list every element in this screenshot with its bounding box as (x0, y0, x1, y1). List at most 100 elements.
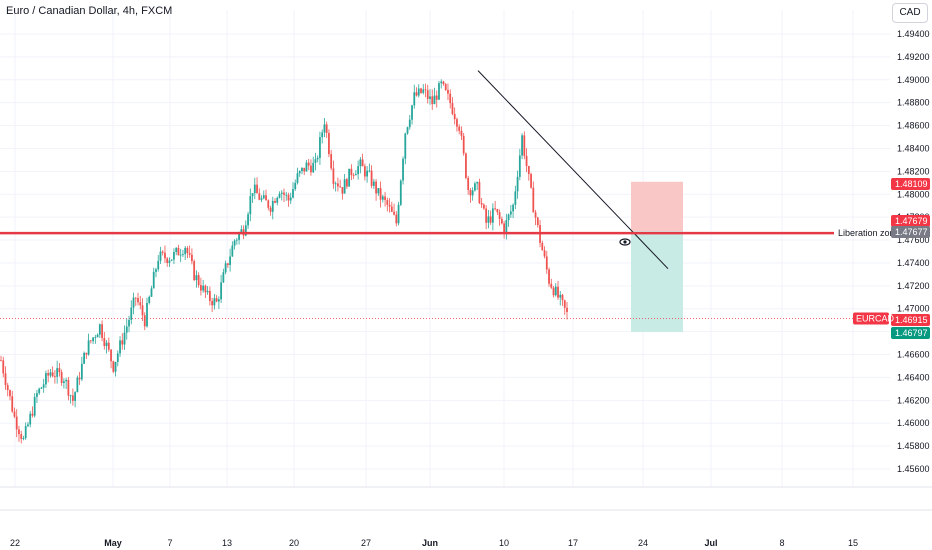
candle-body (325, 124, 328, 133)
candle (215, 295, 218, 303)
candle (323, 118, 326, 138)
candle-body (298, 171, 301, 174)
candle (402, 156, 404, 185)
candle (186, 246, 189, 259)
candle (134, 297, 137, 306)
candle-body (305, 162, 308, 172)
candle (94, 334, 97, 344)
candle (289, 192, 292, 204)
candle (29, 410, 32, 428)
candle-body (521, 135, 523, 156)
candle (413, 84, 416, 109)
price-tag: 1.47679 (891, 215, 930, 227)
price-tag: 1.48109 (891, 178, 930, 190)
candle (206, 286, 209, 295)
candle-body (527, 166, 530, 175)
candle (557, 280, 559, 300)
price-tag-label: 1.46797 (895, 328, 928, 338)
candle-body (500, 218, 503, 224)
symbol-tag-label: EURCAD (856, 313, 895, 323)
candle (532, 181, 535, 213)
candle (408, 114, 411, 130)
candle (103, 331, 106, 350)
candle-body (83, 352, 86, 364)
candle-body (103, 337, 106, 347)
currency-button[interactable]: CAD (892, 3, 928, 23)
candle (449, 89, 452, 109)
candle-body (186, 247, 189, 254)
candle (283, 188, 285, 202)
price-axis[interactable]: 1.49400 1.49200 1.49000 1.48800 1.48600 1.484… (897, 29, 930, 474)
candle-body (316, 157, 319, 160)
candle-body (433, 95, 436, 105)
candle-body (341, 187, 344, 194)
candle (471, 187, 474, 201)
candle-body (4, 373, 7, 386)
candle-body (20, 434, 23, 439)
candle-body (541, 242, 544, 251)
candle-body (177, 247, 180, 256)
candle (89, 340, 92, 344)
candle (411, 104, 413, 125)
candle (217, 296, 220, 309)
candle-body (406, 127, 409, 134)
candle-body (251, 193, 254, 197)
candle-body (438, 83, 440, 100)
candle-body (469, 189, 472, 196)
price-tick-label: 1.48800 (897, 98, 930, 108)
candle (431, 89, 434, 110)
candle-body (269, 207, 272, 212)
candle-body (15, 416, 18, 430)
candle-body (155, 269, 157, 272)
candle (78, 372, 81, 385)
time-axis[interactable]: 22 May 7 13 20 27 Jun 10 17 24 Jul 8 15 (10, 538, 858, 548)
candle (274, 198, 276, 204)
candle-body (215, 298, 218, 302)
price-tick-label: 1.46400 (897, 372, 930, 382)
candle (359, 157, 362, 174)
price-tick-label: 1.49200 (897, 52, 930, 62)
candle-body (319, 137, 321, 158)
candle-body (422, 89, 425, 93)
candle-body (9, 390, 11, 397)
candle-body (294, 182, 297, 190)
price-tag-label: 1.48109 (895, 179, 928, 189)
candle-body (399, 180, 402, 205)
candle-body (40, 387, 43, 389)
candle-body (139, 302, 142, 306)
candle-body (161, 251, 164, 253)
eye-icon[interactable] (619, 238, 631, 246)
candle-body (89, 340, 92, 342)
candle-body (525, 155, 528, 167)
candle-body (71, 395, 74, 401)
candle (121, 333, 124, 350)
candle (123, 325, 126, 350)
candle (265, 189, 267, 201)
candle (350, 164, 353, 181)
candle-body (323, 124, 326, 133)
candle-body (372, 181, 375, 186)
candle-body (132, 297, 135, 308)
candle (341, 186, 344, 200)
candle (175, 247, 178, 256)
candle-body (116, 353, 119, 362)
candle-body (397, 204, 400, 224)
candle-body (332, 168, 335, 184)
candle (372, 178, 375, 189)
candle-body (182, 254, 184, 255)
candle (287, 192, 290, 207)
candle-body (431, 96, 434, 105)
price-tick-label: 1.49000 (897, 75, 930, 85)
candle (98, 323, 101, 338)
candle-body (532, 187, 535, 213)
candle-body (424, 89, 427, 91)
candle (496, 208, 499, 215)
candle-body (498, 212, 501, 219)
candle (361, 153, 364, 167)
candle-body (164, 252, 166, 259)
candle-body (482, 204, 485, 209)
candle-body (56, 368, 59, 377)
time-tick-label: Jul (704, 538, 717, 548)
candle-body (348, 168, 351, 187)
